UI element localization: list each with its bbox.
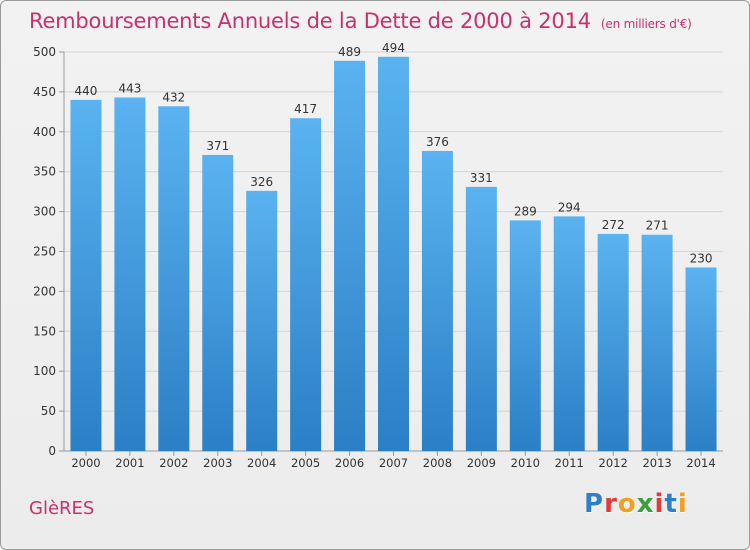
logo-letter: i (654, 489, 665, 519)
y-tick-label: 250 (33, 245, 56, 259)
data-label: 494 (382, 41, 405, 55)
bar (465, 186, 497, 451)
bar (290, 118, 322, 451)
x-tick-label: 2010 (511, 456, 540, 470)
bar (202, 154, 234, 451)
data-label: 371 (206, 139, 229, 153)
data-label: 417 (294, 102, 317, 116)
bar (378, 56, 409, 452)
x-tick-label: 2013 (642, 456, 671, 470)
x-tick-label: 2008 (423, 456, 452, 470)
y-tick-label: 400 (33, 125, 56, 139)
data-label: 294 (558, 200, 581, 214)
logo-letter: o (617, 489, 637, 519)
y-tick-label: 200 (33, 284, 56, 298)
x-tick-label: 2002 (159, 456, 188, 470)
x-tick-label: 2006 (335, 456, 364, 470)
logo-letter: i (677, 489, 688, 519)
y-tick-label: 500 (33, 45, 56, 59)
data-label: 376 (426, 135, 449, 149)
bar (509, 220, 541, 451)
data-label: 272 (602, 218, 625, 232)
data-label: 331 (470, 171, 493, 185)
bar (70, 99, 102, 451)
bar (334, 60, 366, 451)
data-label: 271 (646, 219, 669, 233)
x-tick-label: 2000 (71, 456, 100, 470)
data-label: 432 (162, 90, 185, 104)
data-label: 289 (514, 204, 537, 218)
y-tick-label: 350 (33, 165, 56, 179)
bar (421, 150, 453, 451)
logo-letter: P (584, 489, 605, 519)
x-tick-label: 2004 (247, 456, 276, 470)
bar (641, 234, 673, 451)
proxiti-logo[interactable]: Proxiti (584, 489, 688, 519)
data-label: 440 (75, 84, 98, 98)
chart-title: Remboursements Annuels de la Dette de 20… (29, 9, 692, 33)
x-tick-label: 2011 (555, 456, 584, 470)
logo-letter: t (664, 489, 678, 519)
chart-title-text: Remboursements Annuels de la Dette de 20… (29, 9, 591, 33)
x-tick-label: 2001 (115, 456, 144, 470)
logo-letter: r (604, 489, 618, 519)
bar (114, 97, 146, 452)
x-tick-label: 2005 (291, 456, 320, 470)
bar (553, 216, 585, 451)
x-tick-label: 2012 (599, 456, 628, 470)
bar (597, 233, 629, 451)
x-tick-label: 2003 (203, 456, 232, 470)
bar (158, 106, 190, 451)
data-label: 230 (690, 251, 713, 265)
x-tick-label: 2009 (467, 456, 496, 470)
y-tick-label: 0 (48, 444, 56, 458)
y-tick-label: 100 (33, 364, 56, 378)
chart-unit: (en milliers d'€) (600, 17, 692, 31)
commune-name: GlèRES (29, 498, 95, 519)
bar (246, 190, 278, 452)
y-tick-label: 150 (33, 324, 56, 338)
data-label: 489 (338, 45, 361, 59)
x-tick-label: 2014 (686, 456, 715, 470)
y-tick-label: 450 (33, 85, 56, 99)
logo-letter: x (636, 489, 655, 519)
data-label: 443 (118, 81, 141, 95)
y-tick-label: 50 (41, 404, 56, 418)
data-label: 326 (250, 175, 273, 189)
x-tick-label: 2007 (379, 456, 408, 470)
bar (685, 267, 717, 451)
y-tick-label: 300 (33, 205, 56, 219)
